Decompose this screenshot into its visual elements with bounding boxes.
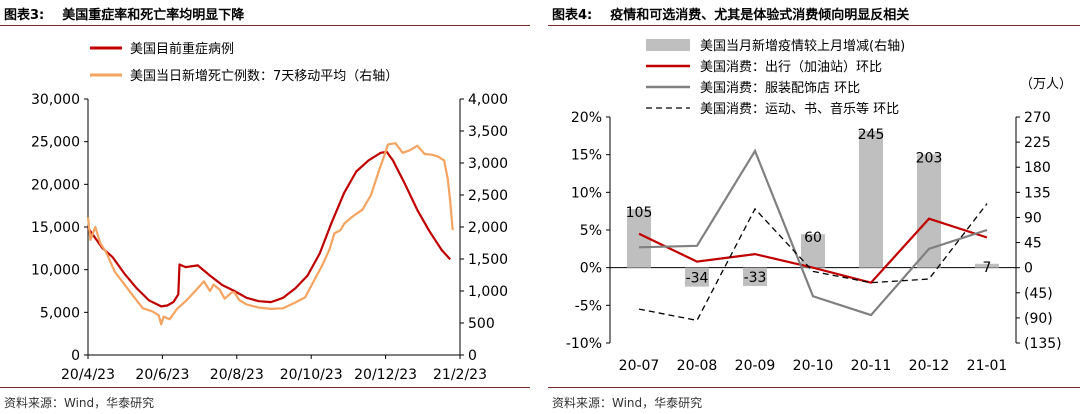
series-line-severe-cases [87, 150, 452, 308]
y-right-tick-label: 3,000 [468, 156, 508, 172]
y-left-tick-label: 10% [571, 185, 602, 201]
x-tick-label: 20-10 [793, 358, 834, 374]
figure-4-panel: 图表4: 疫情和可选消费、尤其是体验式消费倾向明显反相关 -10% -5% 0% 5% 1… [548, 0, 1080, 414]
bar [975, 263, 999, 268]
figure-4-source: 资料来源：Wind，华泰研究 [552, 396, 703, 410]
x-tick-label: 20/6/23 [135, 367, 189, 383]
figure-3-label: 图表3: [4, 8, 45, 23]
right-axis-unit: （万人） [1020, 77, 1072, 92]
bar [743, 267, 767, 287]
x-tick-label: 20/10/23 [280, 367, 343, 383]
y-left-tick-label: 25,000 [31, 135, 80, 151]
x-tick-label: 20-07 [619, 358, 660, 374]
figure-4-label: 图表4: [552, 8, 593, 23]
title-divider [548, 25, 1080, 26]
figure-3-chart: 0 5,000 10,000 15,000 20,000 25,000 30,000 0 500… [31, 41, 508, 383]
bar-data-label: -34 [686, 271, 709, 287]
x-tick-label: 20/8/23 [210, 367, 264, 383]
y-right-tick-label: 2,000 [468, 220, 508, 236]
legend-label: 美国目前重症病例 [130, 41, 234, 57]
y-right-tick-label: 135 [1024, 185, 1051, 201]
x-tick-label: 20-11 [851, 358, 892, 374]
series-line-daily-deaths [86, 142, 454, 326]
y-right-tick-label: 45 [1024, 236, 1042, 252]
y-right-tick-label: (45) [1024, 286, 1053, 302]
figure-4-title: 疫情和可选消费、尤其是体验式消费倾向明显反相关 [610, 8, 910, 23]
y-right-tick-label: 4,000 [468, 92, 508, 108]
bar [917, 154, 941, 268]
x-tick-label: 21-01 [967, 358, 1008, 374]
legend-label: 美国消费：运动、书、音乐等 环比 [700, 101, 899, 117]
y-left-tick-label: 15% [571, 148, 602, 164]
figure-3-title: 美国重症率和死亡率均明显下降 [62, 8, 245, 23]
y-right-tick-label: (135) [1024, 336, 1062, 352]
series-line-leisure [638, 203, 988, 322]
bar-data-label: 245 [858, 127, 885, 143]
figure-3-source: 资料来源：Wind，华泰研究 [4, 396, 155, 410]
figure-3-title-row: 图表3: 美国重症率和死亡率均明显下降 [4, 4, 244, 23]
bar [685, 267, 709, 287]
y-right-tick-label: 0 [1024, 261, 1033, 277]
figure-3-panel: 图表3: 美国重症率和死亡率均明显下降 0 5,000 10,000 15,000 20,… [0, 0, 530, 414]
y-right-tick-label: 225 [1024, 135, 1051, 151]
legend-label: 美国当月新增疫情较上月增减(右轴) [700, 38, 905, 54]
y-left-tick-label: -10% [566, 336, 602, 352]
y-left-tick-label: 10,000 [31, 263, 80, 279]
legend-label: 美国消费：服装配饰店 环比 [700, 81, 860, 96]
bar [859, 130, 883, 268]
footer-divider [548, 387, 1080, 388]
y-right-tick-label: 0 [468, 348, 477, 364]
y-left-tick-label: 0% [580, 261, 602, 277]
y-right-tick-label: 180 [1024, 160, 1051, 176]
y-left-tick-label: 15,000 [31, 220, 80, 236]
y-right-tick-label: 3,500 [468, 124, 508, 140]
y-right-tick-label: 2,500 [468, 188, 508, 204]
x-tick-label: 20-09 [735, 358, 776, 374]
x-tick-label: 21/2/23 [433, 367, 487, 383]
x-tick-label: 20/12/23 [354, 367, 417, 383]
y-right-tick-label: 1,500 [468, 252, 508, 268]
title-divider [0, 25, 530, 26]
x-tick-label: 20/4/23 [61, 367, 115, 383]
bar-data-label: 60 [804, 230, 822, 246]
bar-data-label: 105 [626, 205, 653, 221]
y-right-tick-label: 270 [1024, 110, 1051, 126]
figure-4-chart: -10% -5% 0% 5% 10% 15% 20% (135) (90) (45) 0 45 90 13… [566, 38, 1072, 374]
y-left-tick-label: 5,000 [40, 305, 80, 321]
y-right-tick-label: 90 [1024, 210, 1042, 226]
bar [801, 234, 825, 268]
bar-data-label: 7 [983, 260, 992, 276]
y-left-tick-label: 20% [571, 110, 602, 126]
y-left-tick-label: 20,000 [31, 177, 80, 193]
legend-label: 美国当日新增死亡例数：7天移动平均（右轴） [130, 68, 398, 84]
legend-label: 美国消费：出行（加油站）环比 [700, 60, 882, 75]
bar-data-label: -33 [744, 270, 767, 286]
x-tick-label: 20-12 [909, 358, 950, 374]
footer-divider [0, 387, 530, 388]
y-left-tick-label: 5% [580, 223, 602, 239]
y-left-tick-label: -5% [575, 298, 602, 314]
y-right-tick-label: (90) [1024, 311, 1053, 327]
bar-data-label: 203 [916, 150, 943, 166]
legend-swatch [646, 39, 690, 51]
series-line-apparel [638, 148, 988, 317]
y-left-tick-label: 0 [71, 348, 80, 364]
x-tick-label: 20-08 [677, 358, 718, 374]
y-left-tick-label: 30,000 [31, 92, 80, 108]
series-line-fuel [638, 217, 988, 284]
y-right-tick-label: 1,000 [468, 284, 508, 300]
y-right-tick-label: 500 [468, 316, 495, 332]
figure-4-title-row: 图表4: 疫情和可选消费、尤其是体验式消费倾向明显反相关 [552, 4, 909, 23]
